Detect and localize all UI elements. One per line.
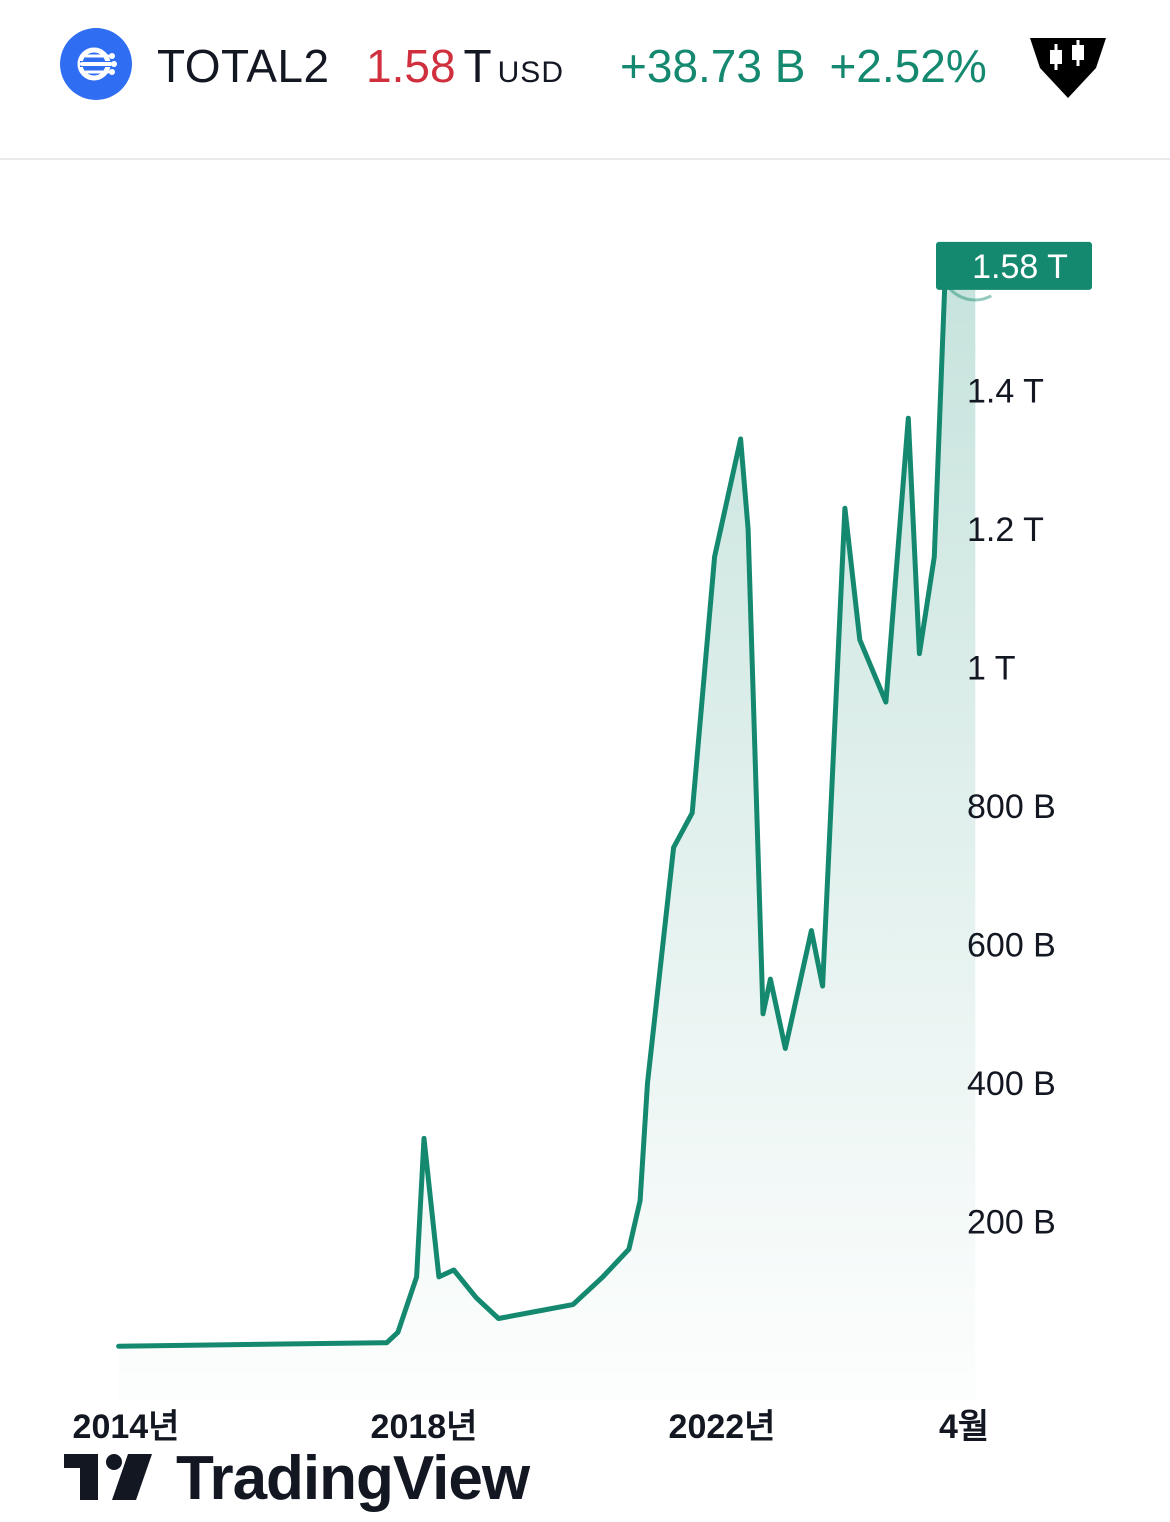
x-axis-tick-label: 2022년	[669, 1408, 776, 1446]
price-value: 1.58	[366, 40, 456, 92]
y-axis-tick-label: 1.2 T	[967, 511, 1044, 549]
x-axis-tick-label: 4월	[939, 1408, 989, 1446]
price-change-absolute: +38.73 B	[620, 40, 806, 92]
last-price: 1.58 T USD	[366, 40, 564, 99]
chart-area[interactable]: 1.58 T 200 B 400 B 600 B 800 B 1 T 1.2 T 1.4 T…	[0, 160, 1170, 1514]
y-axis-tick-label: 800 B	[967, 788, 1056, 826]
price-unit: T	[463, 40, 492, 92]
y-axis-tick-label: 600 B	[967, 927, 1056, 965]
x-axis-tick-label: 2018년	[371, 1408, 478, 1446]
header-bar: TOTAL2 1.58 T USD +38.73 B +2.52%	[0, 0, 1170, 160]
series-line[interactable]	[116, 263, 978, 1349]
x-axis-tick-label: 2014년	[73, 1408, 180, 1446]
tradingview-wordmark: TradingView	[176, 1444, 530, 1513]
price-currency: USD	[497, 56, 564, 89]
last-value-label-text: 1.58 T	[972, 248, 1068, 286]
last-value-label-bg	[936, 241, 1092, 290]
total2-market-cap-icon[interactable]	[60, 28, 132, 100]
tradingview-logo-icon	[64, 1454, 152, 1500]
y-axis-tick-label: 1.4 T	[967, 373, 1044, 411]
area-chart[interactable]: 1.58 T 200 B 400 B 600 B 800 B 1 T 1.2 T 1.4 T…	[0, 160, 1170, 1514]
price-change-percent: +2.52%	[829, 40, 987, 92]
series-area-fill	[118, 265, 976, 1400]
y-axis-tick-label: 400 B	[967, 1065, 1056, 1103]
y-axis-tick-label: 1 T	[967, 650, 1016, 688]
price-change-group: +38.73 B +2.52%	[620, 40, 1000, 100]
y-axis-tick-label: 200 B	[967, 1204, 1056, 1242]
candlestick-badge-icon[interactable]	[1026, 30, 1110, 100]
symbol-name[interactable]: TOTAL2	[157, 40, 330, 92]
last-value-label: 1.58 T	[936, 241, 1092, 290]
